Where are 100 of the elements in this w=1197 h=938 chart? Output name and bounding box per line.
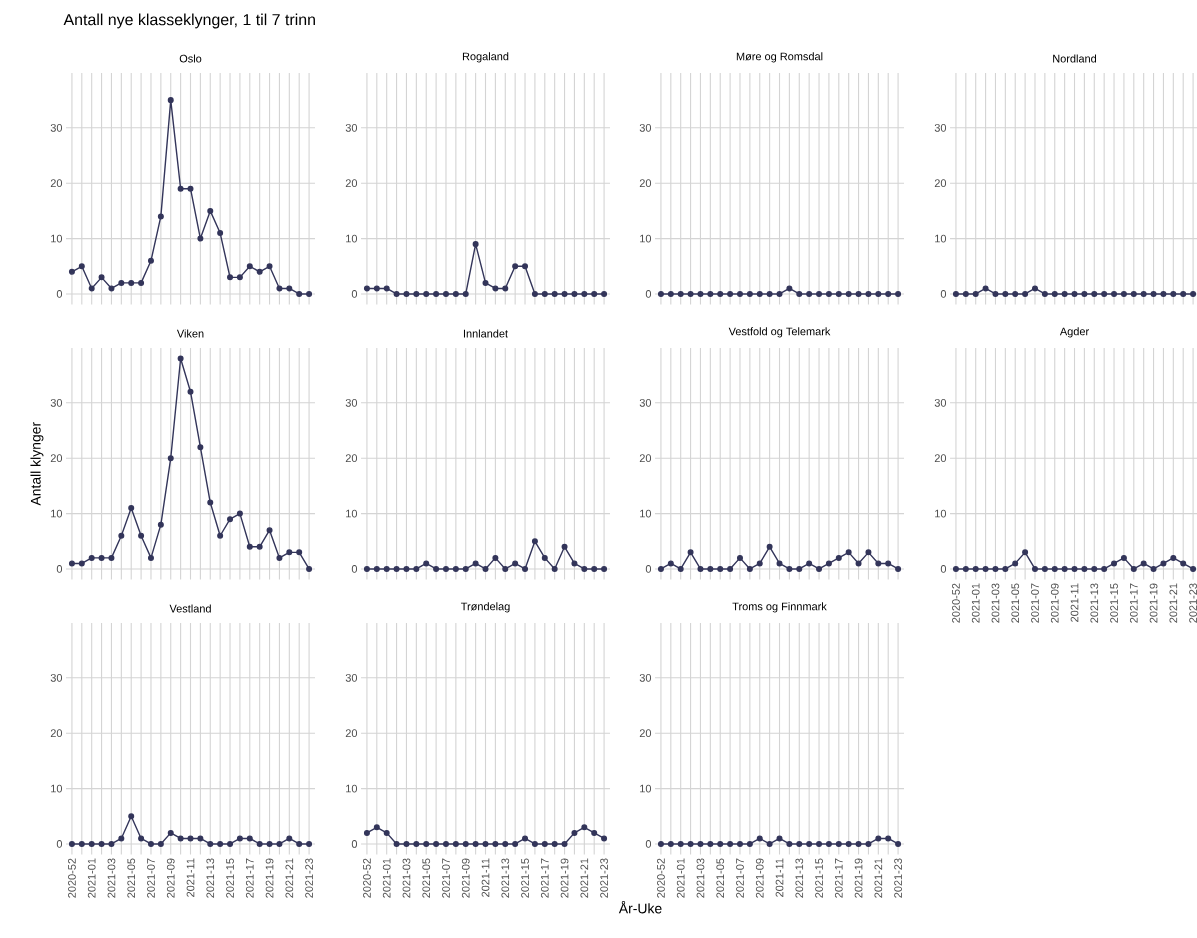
- chart-subtitle: Vestfold og Telemark: [728, 327, 831, 338]
- point: [601, 565, 608, 572]
- point: [118, 532, 125, 539]
- chart-subtitle: Vestland: [169, 604, 211, 613]
- y-tick-label: 0: [56, 565, 63, 573]
- point: [236, 274, 243, 281]
- y-tick-label: 0: [645, 565, 652, 573]
- chart-subtitle: Møre og Romsdal: [736, 52, 823, 63]
- point: [697, 565, 704, 572]
- x-tick-label: 2021-05: [127, 858, 136, 898]
- x-tick-label: 2021-11: [775, 858, 784, 897]
- x-tick-label: 2021-21: [874, 858, 883, 898]
- point: [296, 549, 303, 556]
- point: [78, 560, 85, 567]
- point: [88, 554, 95, 561]
- point: [393, 565, 400, 572]
- y-tick-label: 10: [640, 509, 652, 518]
- point: [492, 554, 499, 561]
- x-tick-label: 2021-13: [1090, 583, 1099, 623]
- x-tick-label: 2021-11: [186, 858, 195, 897]
- x-tick-label: 2021-03: [402, 858, 411, 898]
- y-tick-label: 30: [345, 673, 358, 682]
- x-tick-label: 2021-13: [501, 858, 510, 898]
- point: [373, 285, 380, 292]
- point: [266, 527, 273, 534]
- point: [256, 268, 263, 275]
- y-tick-label: 10: [935, 234, 947, 243]
- point: [482, 279, 489, 286]
- point: [571, 560, 578, 567]
- point: [433, 565, 440, 572]
- x-tick-label: 2021-17: [540, 858, 549, 898]
- x-tick-label: 2021-03: [107, 858, 116, 898]
- point: [78, 263, 85, 270]
- point: [383, 285, 390, 292]
- point: [667, 560, 674, 567]
- point: [393, 290, 400, 297]
- point: [717, 565, 724, 572]
- y-tick-label: 0: [351, 290, 358, 298]
- chart-title: Antall nye klasseklynger, 1 til 7 trinn: [63, 13, 315, 29]
- point: [601, 290, 608, 297]
- x-tick-label: 2021-01: [971, 583, 980, 623]
- y-tick-label: 20: [639, 454, 652, 463]
- x-tick-label: 2021-03: [991, 583, 1000, 623]
- y-tick-label: 0: [56, 290, 63, 298]
- point: [835, 554, 842, 561]
- x-tick-label: 2021-09: [166, 858, 175, 898]
- point: [657, 565, 664, 572]
- y-tick-label: 30: [934, 123, 947, 132]
- y-tick-label: 30: [639, 673, 652, 682]
- point: [286, 285, 293, 292]
- x-tick-label: 2021-09: [461, 858, 470, 898]
- point: [403, 565, 410, 572]
- point: [68, 268, 75, 275]
- point: [796, 565, 803, 572]
- point: [138, 532, 145, 539]
- chart-subtitle: Rogaland: [462, 52, 509, 63]
- point: [885, 560, 892, 567]
- point: [128, 279, 135, 286]
- point: [147, 554, 154, 561]
- point: [452, 290, 459, 297]
- x-tick-label: 2021-05: [1011, 583, 1020, 623]
- point: [531, 538, 538, 545]
- point: [895, 565, 902, 572]
- point: [363, 285, 370, 292]
- x-tick-label: 2021-03: [696, 858, 705, 898]
- y-tick-label: 20: [639, 179, 652, 188]
- point: [462, 290, 469, 297]
- chart-subtitle: Innlandet: [463, 329, 508, 338]
- point: [177, 185, 184, 192]
- point: [522, 263, 529, 270]
- point: [98, 554, 105, 561]
- point: [138, 279, 145, 286]
- point: [98, 274, 105, 281]
- point: [571, 290, 578, 297]
- chart-subtitle: Oslo: [179, 54, 202, 63]
- x-tick-label: 2021-13: [206, 858, 215, 898]
- x-tick-label: 2021-15: [521, 858, 529, 898]
- point: [403, 290, 410, 297]
- x-tick-label: 2021-19: [854, 858, 863, 898]
- y-tick-label: 0: [940, 290, 947, 298]
- x-tick-label: 2021-15: [226, 858, 234, 898]
- point: [442, 290, 449, 297]
- x-tick-label: 2021-17: [245, 858, 254, 898]
- y-tick-label: 20: [345, 454, 358, 463]
- y-tick-label: 20: [934, 179, 947, 188]
- point: [227, 516, 234, 523]
- point: [167, 455, 174, 462]
- y-tick-label: 0: [351, 565, 358, 573]
- point: [541, 554, 548, 561]
- point: [766, 543, 773, 550]
- y-tick-label: 30: [345, 398, 358, 407]
- point: [227, 274, 234, 281]
- x-tick-label: 2021-13: [795, 858, 804, 898]
- point: [413, 290, 420, 297]
- y-tick-label: 0: [351, 840, 358, 848]
- point: [825, 560, 832, 567]
- x-tick-label: 2020-52: [68, 858, 76, 898]
- point: [472, 241, 479, 248]
- x-tick-label: 2021-09: [755, 858, 764, 898]
- y-tick-label: 0: [645, 840, 652, 848]
